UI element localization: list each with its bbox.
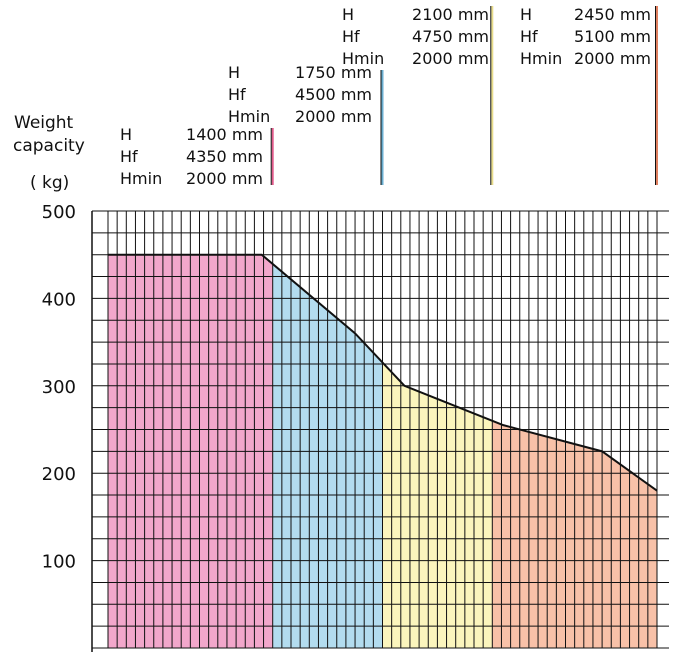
band-4-spec-label: Hmin — [520, 49, 562, 68]
band-1-spec-label: H — [120, 125, 132, 144]
band-2-spec-label: Hf — [228, 85, 246, 104]
band-4-spec-label: Hf — [520, 27, 538, 46]
band-1-spec-value: 2000 mm — [186, 169, 263, 188]
band-4-spec-value: 5100 mm — [574, 27, 651, 46]
band-2-spec-label: Hmin — [228, 107, 270, 126]
y-axis: 100 200 300 400 500 — [42, 202, 93, 652]
band-1-spec-value: 1400 mm — [186, 125, 263, 144]
y-axis-title-line-2: capacity — [13, 136, 85, 156]
y-tick-label-100: 100 — [42, 552, 76, 573]
band-4-spec-value: 2450 mm — [574, 5, 651, 24]
band-3-spec-value: 2000 mm — [412, 49, 489, 68]
y-tick-label-400: 400 — [42, 289, 76, 310]
capacity-curve — [108, 253, 658, 492]
band-3-spec-label: H — [342, 5, 354, 24]
band-spec-labels: H 1400 mm Hf 4350 mm Hmin 2000 mm H 1750 mm Hf 45… — [120, 5, 658, 188]
y-tick-label-500: 500 — [42, 202, 76, 223]
y-tick-label-300: 300 — [42, 377, 76, 398]
y-axis-unit: ( kg) — [30, 173, 69, 193]
band-1-spec-label: Hf — [120, 147, 138, 166]
band-4-spec-value: 2000 mm — [574, 49, 651, 68]
band-2-spec-value: 2000 mm — [295, 107, 372, 126]
band-2-spec-value: 1750 mm — [295, 63, 372, 82]
band-3-spec-value: 2100 mm — [412, 5, 489, 24]
band-3-spec-value: 4750 mm — [412, 27, 489, 46]
band-1-spec-value: 4350 mm — [186, 147, 263, 166]
band-2-spec-label: H — [228, 63, 240, 82]
y-axis-title-line-1: Weight — [14, 113, 74, 133]
band-3-spec-label: Hmin — [342, 49, 384, 68]
band-3-spec-label: Hf — [342, 27, 360, 46]
band-2-spec-value: 4500 mm — [295, 85, 372, 104]
y-tick-label-200: 200 — [42, 464, 76, 485]
band-4-spec-label: H — [520, 5, 532, 24]
band-1-spec-label: Hmin — [120, 169, 162, 188]
grid — [92, 210, 669, 649]
